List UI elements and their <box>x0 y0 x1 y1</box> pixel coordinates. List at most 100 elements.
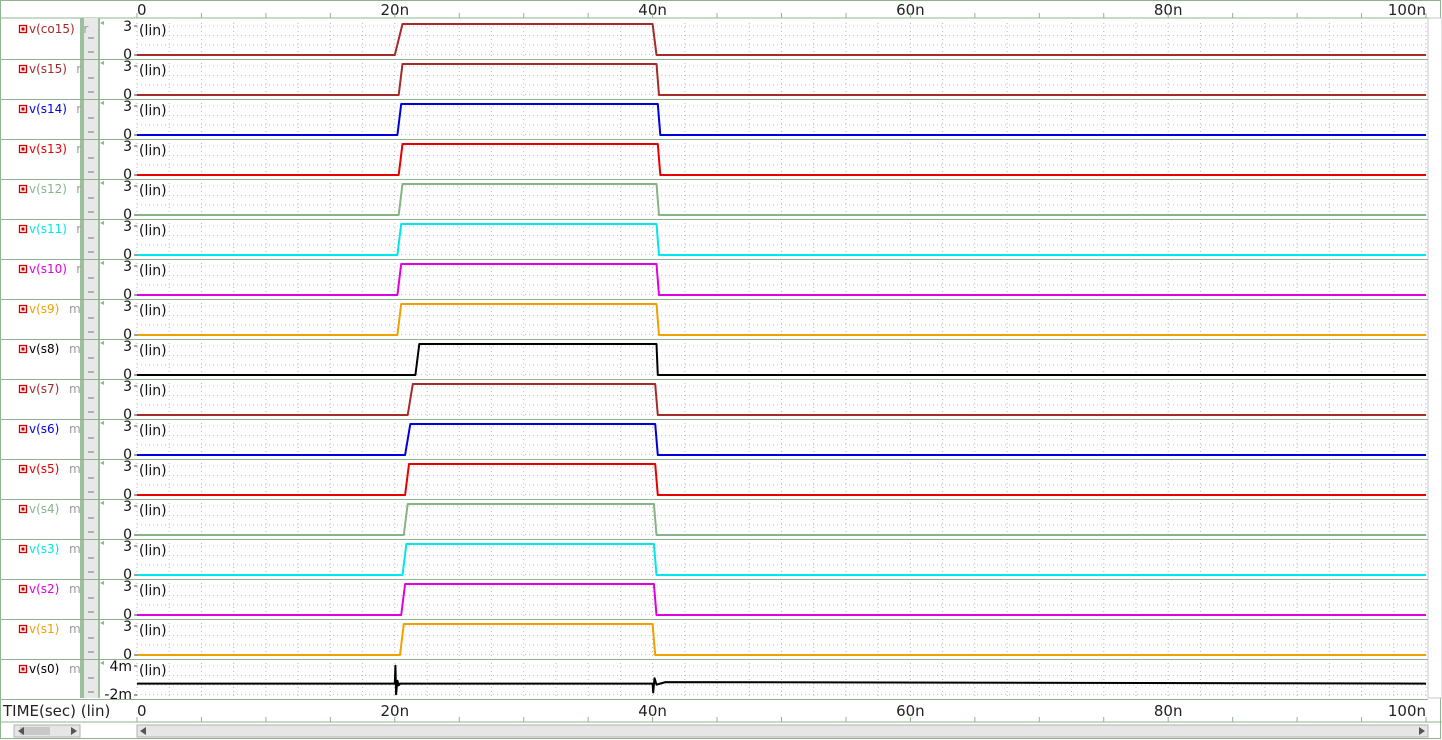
signal-suffix-label: r <box>76 62 81 76</box>
y-tick-label: 3 <box>123 579 132 595</box>
signal-panel-s5: v(s5) m 3 0 (lin) <box>0 459 1428 503</box>
scale-label: (lin) <box>139 263 167 279</box>
left-divider-2 <box>98 18 100 698</box>
scale-label: (lin) <box>139 103 167 119</box>
y-tick-label: 0 <box>123 207 132 223</box>
signal-name-label[interactable]: v(s8) <box>29 342 59 356</box>
label-scroll-thumb[interactable] <box>20 727 50 735</box>
y-tick-label: 0 <box>123 367 132 383</box>
chevron-icon <box>100 381 104 385</box>
scroll-left-icon[interactable] <box>18 727 24 735</box>
signal-panel-s8: v(s8) m 3 0 (lin) <box>0 339 1428 383</box>
scale-label: (lin) <box>139 423 167 439</box>
signal-toggle-icon-dot <box>21 107 25 111</box>
signal-toggle-icon-dot <box>21 587 25 591</box>
signal-name-label[interactable]: v(s13) <box>29 142 67 156</box>
signal-name-label[interactable]: v(s0) <box>29 662 59 676</box>
signal-toggle-icon-dot <box>21 547 25 551</box>
right-scrollbar[interactable] <box>1427 17 1442 699</box>
y-tick-label: 0 <box>123 527 132 543</box>
signal-suffix-label: r <box>76 222 81 236</box>
top-tick-label: 20n <box>381 1 410 19</box>
y-tick-label: 4m <box>109 659 132 675</box>
signal-name-label[interactable]: v(s10) <box>29 262 67 276</box>
signal-toggle-icon-dot <box>21 467 25 471</box>
scale-label: (lin) <box>139 223 167 239</box>
signal-toggle-icon-dot <box>21 227 25 231</box>
signal-suffix-label: m <box>69 662 81 676</box>
signal-panel-s2: v(s2) m 3 0 (lin) <box>0 579 1428 623</box>
waveform-trace <box>137 103 1426 136</box>
scale-label: (lin) <box>139 503 167 519</box>
signal-name-label[interactable]: v(s7) <box>29 382 59 396</box>
scale-label: (lin) <box>139 663 167 679</box>
top-tick-label: 60n <box>896 1 925 19</box>
chevron-icon <box>100 301 104 305</box>
signal-name-label[interactable]: v(s15) <box>29 62 67 76</box>
y-tick-label: 0 <box>123 407 132 423</box>
signal-name-label[interactable]: v(co15) <box>29 22 75 36</box>
y-tick-label: 3 <box>123 259 132 275</box>
waveform-trace <box>137 583 1426 616</box>
y-tick-label: 3 <box>123 19 132 35</box>
signal-suffix-label: m <box>69 462 81 476</box>
y-tick-label: 3 <box>123 139 132 155</box>
signal-name-label[interactable]: v(s14) <box>29 102 67 116</box>
scale-label: (lin) <box>139 383 167 399</box>
signal-suffix-label: m <box>69 582 81 596</box>
signal-suffix-label: m <box>69 342 81 356</box>
signal-panel-s3: v(s3) m 3 0 (lin) <box>0 539 1428 583</box>
signal-panel-s1: v(s1) m 3 0 (lin) <box>0 619 1428 663</box>
bottom-tick-label: 0 <box>137 702 147 720</box>
signal-name-label[interactable]: v(s4) <box>29 502 59 516</box>
top-tick-label: 0 <box>137 1 147 19</box>
chevron-icon <box>100 141 104 145</box>
signal-toggle-icon-dot <box>21 627 25 631</box>
y-tick-label: 3 <box>123 59 132 75</box>
signal-toggle-icon-dot <box>21 147 25 151</box>
chevron-icon <box>100 181 104 185</box>
bottom-tick-label: 60n <box>896 702 925 720</box>
scroll-right-icon[interactable] <box>71 727 77 735</box>
signal-name-label[interactable]: v(s11) <box>29 222 67 236</box>
signal-name-label[interactable]: v(s3) <box>29 542 59 556</box>
signal-toggle-icon-dot <box>21 67 25 71</box>
signal-suffix-label: r <box>83 22 88 36</box>
signal-panel-s14: v(s14) r 3 0 (lin) <box>0 99 1428 143</box>
chevron-icon <box>100 101 104 105</box>
time-horizontal-scrollbar[interactable] <box>136 724 1429 738</box>
signal-panel-s4: v(s4) m 3 0 (lin) <box>0 499 1428 543</box>
chevron-icon <box>100 501 104 505</box>
y-tick-label: 3 <box>123 619 132 635</box>
signal-name-label[interactable]: v(s12) <box>29 182 67 196</box>
waveform-trace <box>137 143 1426 176</box>
scale-label: (lin) <box>139 543 167 559</box>
signal-name-label[interactable]: v(s5) <box>29 462 59 476</box>
signal-suffix-label: m <box>69 542 81 556</box>
scroll-left-icon[interactable] <box>140 727 146 735</box>
bottom-tick-label: 80n <box>1154 702 1183 720</box>
y-tick-label: 0 <box>123 47 132 63</box>
signal-panel-s9: v(s9) m 3 0 (lin) <box>0 299 1428 343</box>
signal-toggle-icon-dot <box>21 387 25 391</box>
y-tick-label: 3 <box>123 219 132 235</box>
chevron-icon <box>100 61 104 65</box>
signal-name-label[interactable]: v(s6) <box>29 422 59 436</box>
signal-name-label[interactable]: v(s1) <box>29 622 59 636</box>
waveform-trace <box>137 664 1427 696</box>
scroll-right-icon[interactable] <box>1419 727 1425 735</box>
signal-toggle-icon-dot <box>21 27 25 31</box>
signal-toggle-icon-dot <box>21 267 25 271</box>
waveform-trace <box>137 463 1426 496</box>
signal-name-label[interactable]: v(s2) <box>29 582 59 596</box>
signal-suffix-label: r <box>76 142 81 156</box>
signal-panel-s7: v(s7) m 3 0 (lin) <box>0 379 1428 423</box>
signal-toggle-icon-dot <box>21 307 25 311</box>
signal-suffix-label: m <box>69 502 81 516</box>
signal-toggle-icon-dot <box>21 347 25 351</box>
chevron-icon <box>100 461 104 465</box>
signal-name-label[interactable]: v(s9) <box>29 302 59 316</box>
signal-panel-s11: v(s11) r 3 0 (lin) <box>0 219 1428 263</box>
waveform-trace <box>137 343 1426 376</box>
